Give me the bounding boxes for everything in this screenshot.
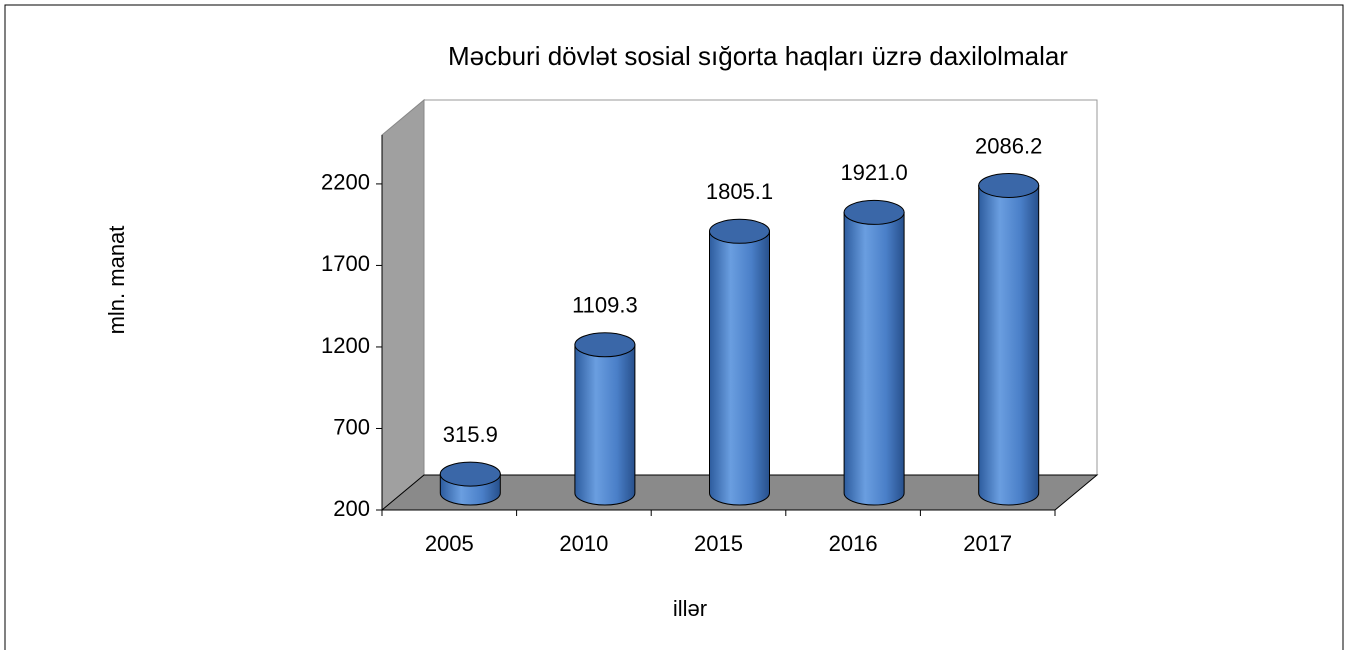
value-label: 315.9 [443,422,498,447]
y-tick-label: 1200 [321,333,370,358]
value-label: 1109.3 [572,293,638,318]
x-tick-label: 2015 [694,531,743,556]
value-label: 1805.1 [706,179,773,204]
value-label: 2086.2 [975,133,1042,158]
chart-title: Məcburi dövlət sosial sığorta haqları üz… [448,41,1068,71]
x-tick-label: 2010 [559,531,608,556]
value-label: 1921.0 [840,160,907,185]
x-tick-label: 2005 [425,531,474,556]
bar-top [709,218,770,244]
bar-top [574,332,636,358]
bar-top [843,199,905,225]
bar [709,230,770,506]
bar-top [439,461,501,487]
x-tick-label: 2016 [829,531,878,556]
bar [978,184,1040,506]
x-tick-label: 2017 [963,531,1012,556]
y-tick-label: 700 [333,414,370,439]
bar [843,211,905,506]
bar [574,344,636,506]
y-axis-label: mln. manat [104,226,129,335]
y-tick-label: 2200 [321,170,370,195]
y-tick-label: 200 [333,496,370,521]
side-wall [381,98,425,512]
x-axis-label: illər [673,596,707,621]
y-tick-label: 1700 [321,251,370,276]
bar-top [978,172,1040,198]
